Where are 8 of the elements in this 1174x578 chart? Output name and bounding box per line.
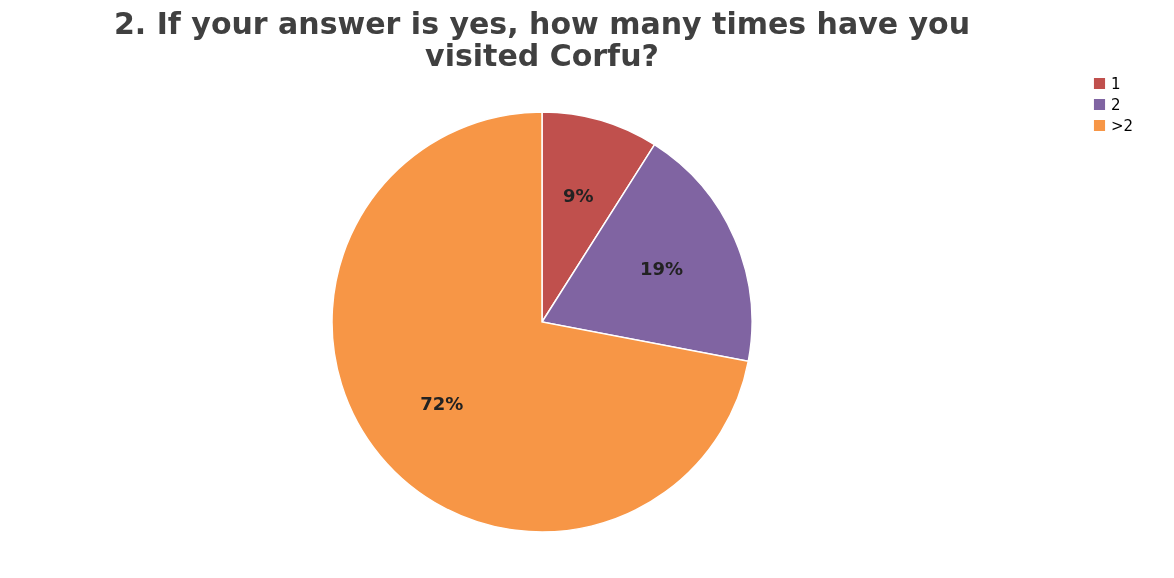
pie-slice xyxy=(331,111,750,533)
legend-label: 1 xyxy=(1111,74,1121,93)
data-label: 72% xyxy=(420,392,464,414)
data-label: 19% xyxy=(639,258,684,280)
legend-label: >2 xyxy=(1111,116,1134,135)
text: 2. If your answer is yes, how many times have you xyxy=(113,6,971,41)
data-label: 9% xyxy=(563,184,594,206)
legend-label: 2 xyxy=(1111,95,1121,114)
